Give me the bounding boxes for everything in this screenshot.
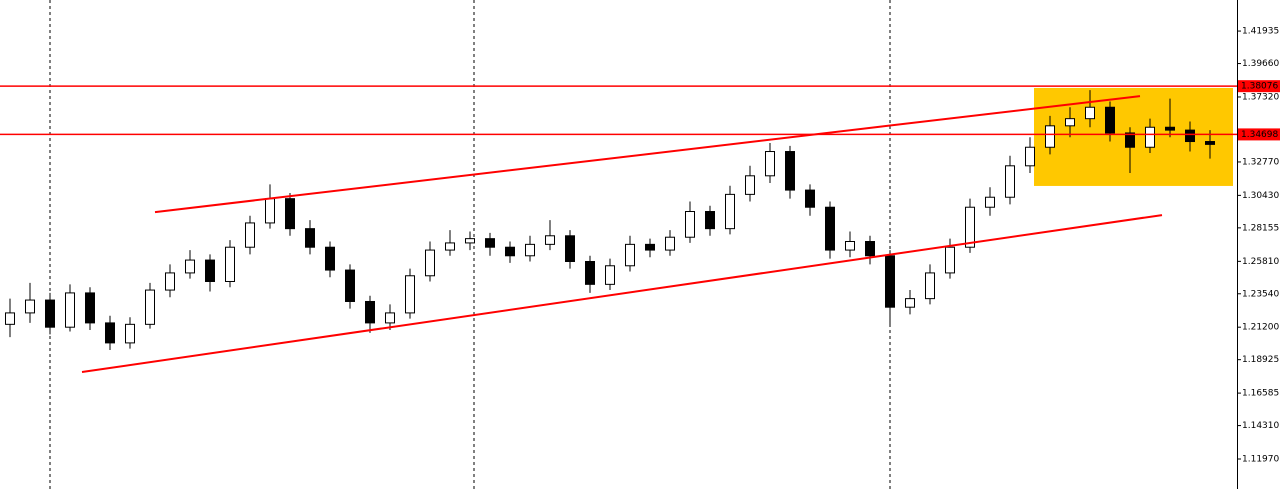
candle-body xyxy=(725,193,735,230)
candle-body xyxy=(765,151,775,177)
candle-body xyxy=(105,322,115,344)
candle-body xyxy=(165,272,175,291)
y-tick-label: 1.41935 xyxy=(1242,27,1279,37)
level-label: 1.38076 xyxy=(1241,82,1278,92)
candle-body xyxy=(185,259,195,274)
candle-body xyxy=(405,275,415,314)
y-tick-label: 1.25810 xyxy=(1242,257,1279,267)
y-tick-label: 1.32770 xyxy=(1242,157,1279,167)
candle-body xyxy=(85,292,95,324)
candle-body xyxy=(525,243,535,257)
candle-body xyxy=(685,211,695,238)
y-tick-label: 1.37320 xyxy=(1242,92,1279,102)
candle-body xyxy=(1045,125,1055,148)
y-tick-label: 1.14310 xyxy=(1242,421,1279,431)
y-tick-label: 1.39660 xyxy=(1242,59,1279,69)
candle-body xyxy=(385,312,395,324)
candle-body xyxy=(745,175,755,195)
candle-body xyxy=(325,246,335,271)
candle-body xyxy=(965,206,975,248)
candle-body xyxy=(1165,126,1175,131)
candle-body xyxy=(885,255,895,308)
level-label-box xyxy=(1238,80,1280,93)
candle-body xyxy=(1005,165,1015,198)
candle-body xyxy=(945,246,955,274)
candle-body xyxy=(65,292,75,328)
candle-body xyxy=(1085,106,1095,120)
candle-body xyxy=(1065,118,1075,127)
candle-body xyxy=(1185,129,1195,143)
y-tick-label: 1.30430 xyxy=(1242,191,1279,201)
candle-body xyxy=(465,238,475,244)
y-tick-label: 1.16585 xyxy=(1242,389,1279,399)
candle-body xyxy=(845,241,855,251)
candle-body xyxy=(625,243,635,267)
candle-body xyxy=(505,246,515,257)
candle-body xyxy=(145,289,155,325)
candle-body xyxy=(1125,132,1135,148)
y-tick-label: 1.11970 xyxy=(1242,455,1279,465)
candle-body xyxy=(285,198,295,230)
candle-body xyxy=(905,298,915,308)
candle-body xyxy=(925,272,935,300)
candle-body xyxy=(425,249,435,277)
candle-body xyxy=(345,269,355,302)
candle-body xyxy=(565,235,575,262)
candle-body xyxy=(225,246,235,282)
y-tick-label: 1.18925 xyxy=(1242,355,1279,365)
candle-body xyxy=(545,235,555,245)
y-tick-label: 1.23540 xyxy=(1242,289,1279,299)
candle-body xyxy=(785,151,795,191)
candle-body xyxy=(1025,146,1035,167)
candle-body xyxy=(5,312,15,325)
candle-body xyxy=(485,238,495,248)
candle-body xyxy=(265,198,275,224)
candle-body xyxy=(205,259,215,282)
candle-body xyxy=(665,236,675,251)
candle-body xyxy=(805,189,815,208)
candle-body xyxy=(865,241,875,257)
candle-body xyxy=(305,228,315,248)
candle-body xyxy=(25,299,35,314)
candle-body xyxy=(1205,141,1215,145)
candle-body xyxy=(645,243,655,251)
candle-body xyxy=(45,299,55,328)
candle-body xyxy=(985,196,995,208)
y-tick-label: 1.21200 xyxy=(1242,323,1279,333)
candle-body xyxy=(445,242,455,251)
candle-body xyxy=(125,323,135,344)
trend-line xyxy=(81,214,1163,374)
candle-body xyxy=(825,206,835,251)
level-label-box xyxy=(1238,128,1280,141)
level-label: 1.34698 xyxy=(1241,130,1278,140)
candle-body xyxy=(365,300,375,324)
candle-body xyxy=(245,222,255,248)
trend-line xyxy=(154,95,1141,214)
candle-body xyxy=(1105,106,1115,134)
candle-body xyxy=(1145,126,1155,148)
y-tick-label: 1.28155 xyxy=(1242,223,1279,233)
candle-body xyxy=(585,260,595,285)
candle-body xyxy=(605,265,615,285)
candle-body xyxy=(705,211,715,230)
